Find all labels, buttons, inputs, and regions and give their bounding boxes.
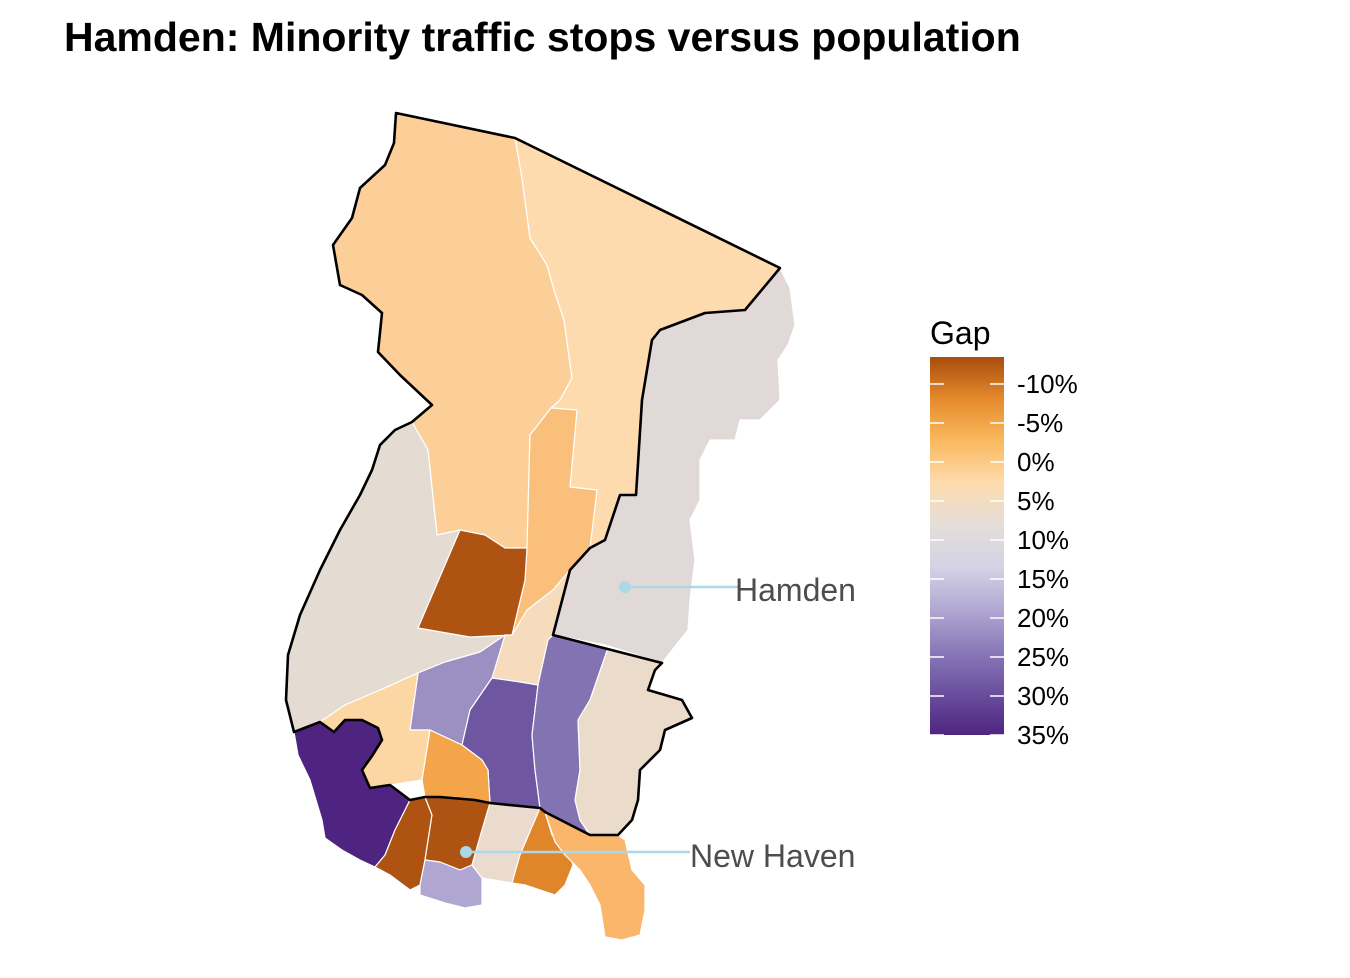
tract-nh-lilac (419, 859, 483, 909)
legend-title: Gap (930, 315, 990, 351)
legend: Gap -10% -5% 0% 5% 10% 15% 20% 25% 30% 35% (930, 315, 1078, 750)
hamden-callout-dot (619, 581, 631, 593)
legend-tick-label: 35% (1017, 720, 1069, 750)
legend-ticks: -10% -5% 0% 5% 10% 15% 20% 25% 30% 35% (930, 369, 1078, 750)
legend-tick-label: 0% (1017, 447, 1055, 477)
tract-central-brown (417, 529, 528, 638)
legend-tick-label: 30% (1017, 681, 1069, 711)
hamden-boundary (284, 111, 782, 837)
legend-tick-label: 10% (1017, 525, 1069, 555)
new-haven-callout-dot (460, 846, 472, 858)
legend-tick-label: 25% (1017, 642, 1069, 672)
legend-tick-label: 15% (1017, 564, 1069, 594)
legend-tick-label: 5% (1017, 486, 1055, 516)
page-title: Hamden: Minority traffic stops versus po… (64, 14, 1021, 60)
legend-colorbar (930, 357, 1004, 735)
tract-nh-peach (544, 811, 646, 941)
new-haven-label: New Haven (690, 838, 855, 874)
legend-tick-label: -10% (1017, 369, 1078, 399)
hamden-label: Hamden (735, 572, 856, 608)
legend-tick-label: -5% (1017, 408, 1063, 438)
legend-tick-label: 20% (1017, 603, 1069, 633)
